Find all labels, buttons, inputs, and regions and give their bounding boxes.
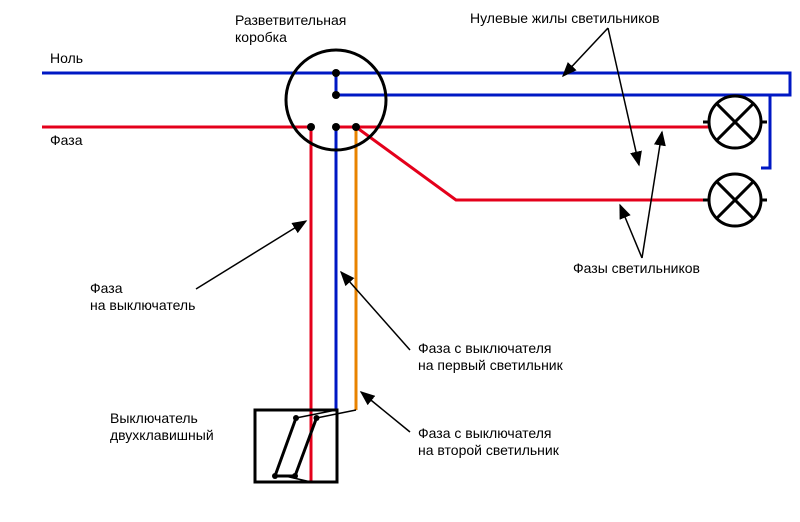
neutral-wires-label: Нулевые жилы светильников (470, 10, 660, 27)
switch-label: Выключательдвухклавишный (110, 410, 214, 444)
phase-label: Фаза (50, 132, 82, 149)
junction-box-label: Разветвительнаякоробка (235, 12, 346, 46)
switch-wires (336, 127, 356, 410)
phase-to-switch-label: Фазана выключатель (90, 280, 195, 314)
neutral-label: Ноль (50, 50, 83, 67)
lamps (703, 96, 767, 226)
phase-from-switch-2-label: Фаза с выключателяна второй светильник (418, 425, 559, 459)
phases-lamps-label: Фазы светильников (573, 260, 700, 277)
phase-from-switch-1-label: Фаза с выключателяна первый светильник (418, 340, 563, 374)
two-key-switch (255, 410, 356, 482)
neutral-wires (42, 73, 790, 168)
